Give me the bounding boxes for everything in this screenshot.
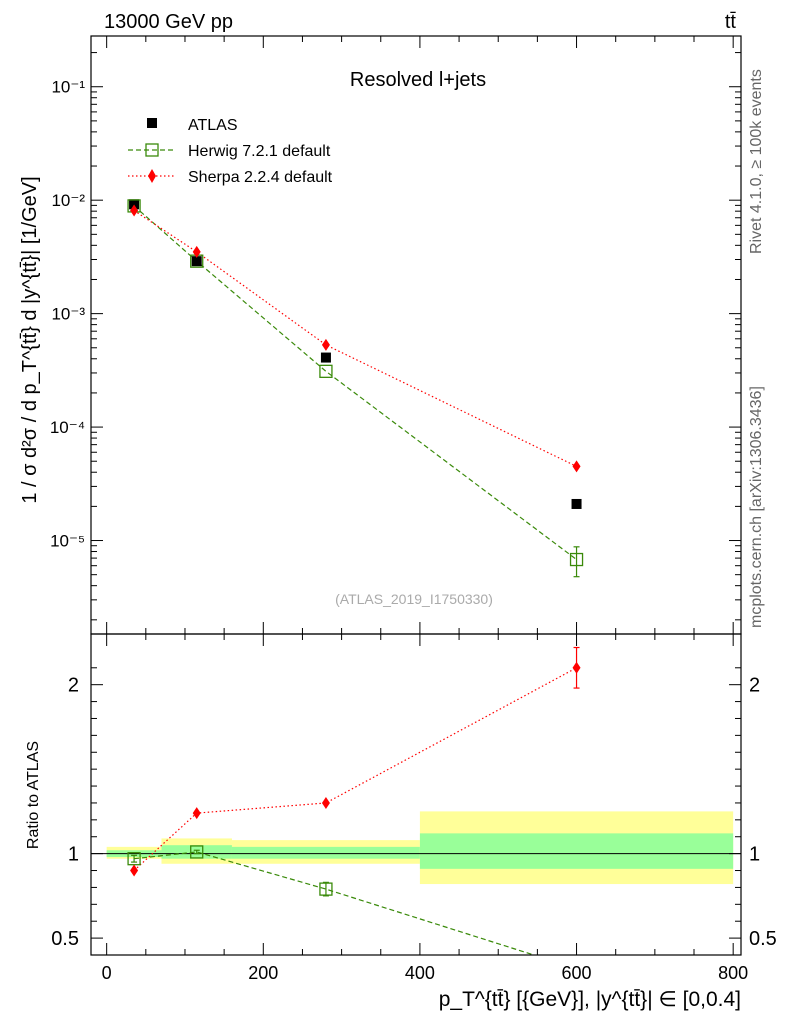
x-tick-label: 600 (562, 963, 592, 983)
sherpa-point (130, 204, 139, 217)
herwig-line (133, 205, 577, 561)
legend-herwig-label: Herwig 7.2.1 default (188, 143, 331, 160)
sherpa-line (133, 210, 577, 467)
ratio-herwig-point (190, 845, 204, 859)
top-y-tick-label: 10⁻² (51, 191, 85, 210)
ratio-plot-frame (90, 633, 742, 956)
x-axis-label: p_T^{tt̄} [{GeV}], |y^{tt̄}| ∈ [0,0.4] (439, 988, 741, 1011)
atlas-point (191, 256, 202, 267)
top-y-tick-label: 10⁻⁵ (50, 532, 85, 551)
ratio-y-tick-label-left: 1 (68, 844, 79, 866)
top-y-tick-label: 10⁻¹ (51, 78, 85, 97)
herwig-point (319, 364, 333, 378)
top-y-tick-label: 10⁻³ (51, 305, 85, 324)
top-y-tick-label: 10⁻⁴ (50, 418, 85, 437)
ratio-band-green (419, 833, 734, 869)
ratio-y-tick-label-right: 2 (749, 675, 760, 697)
ratio-herwig-point (319, 882, 333, 896)
sherpa-point (572, 460, 581, 473)
ratio-y-axis-label: Ratio to ATLAS (25, 741, 42, 849)
process-label: tt̄ (725, 11, 737, 33)
legend: ATLAS Herwig 7.2.1 default Sherpa 2.2.4 … (128, 117, 333, 186)
source-label: mcplots.cern.ch [arXiv:1306.3436] (748, 386, 765, 628)
ratio-uncertainty-bands (106, 811, 734, 885)
ratio-sherpa-line (133, 667, 577, 871)
ratio-sherpa-point (130, 864, 139, 877)
ratio-herwig-line (134, 851, 535, 956)
x-tick-label: 400 (405, 963, 435, 983)
legend-atlas-label: ATLAS (188, 117, 238, 134)
legend-herwig-marker (145, 143, 159, 157)
atlas-point (129, 199, 140, 210)
atlas-point (320, 352, 331, 363)
atlas-point (571, 498, 582, 509)
ratio-band-green (231, 846, 420, 859)
legend-sherpa-marker (148, 169, 156, 183)
ratio-sherpa-point (572, 661, 581, 674)
rivet-label: Rivet 4.1.0, ≥ 100k events (748, 69, 765, 254)
x-tick-label: 0 (102, 963, 112, 983)
analysis-id: (ATLAS_2019_I1750330) (335, 591, 493, 607)
ratio-sherpa-point (321, 796, 330, 809)
x-tick-label: 800 (718, 963, 748, 983)
top-axis-ticks: 10⁻⁵ 10⁻⁴ 10⁻³ 10⁻² 10⁻¹ (50, 36, 741, 634)
plot-title: Resolved l+jets (350, 69, 486, 91)
sherpa-point (192, 245, 201, 258)
ratio-y-tick-label-right: 1 (749, 844, 760, 866)
ratio-y-tick-label-left: 0.5 (51, 928, 79, 950)
ratio-sherpa-point (192, 807, 201, 820)
herwig-point (569, 552, 584, 567)
legend-sherpa-label: Sherpa 2.2.4 default (188, 169, 333, 186)
sherpa-point (321, 338, 330, 351)
energy-label: 13000 GeV pp (104, 11, 233, 33)
x-tick-label: 200 (248, 963, 278, 983)
top-plot-series (127, 199, 584, 578)
legend-atlas-marker (147, 118, 157, 128)
top-y-axis-label: 1 / σ d²σ / d p_T^{tt̄} d |y^{tt̄}| [1/G… (19, 176, 41, 503)
ratio-y-tick-label-left: 2 (68, 675, 79, 697)
ratio-y-tick-label-right: 0.5 (749, 928, 777, 950)
ratio-series (127, 646, 581, 956)
